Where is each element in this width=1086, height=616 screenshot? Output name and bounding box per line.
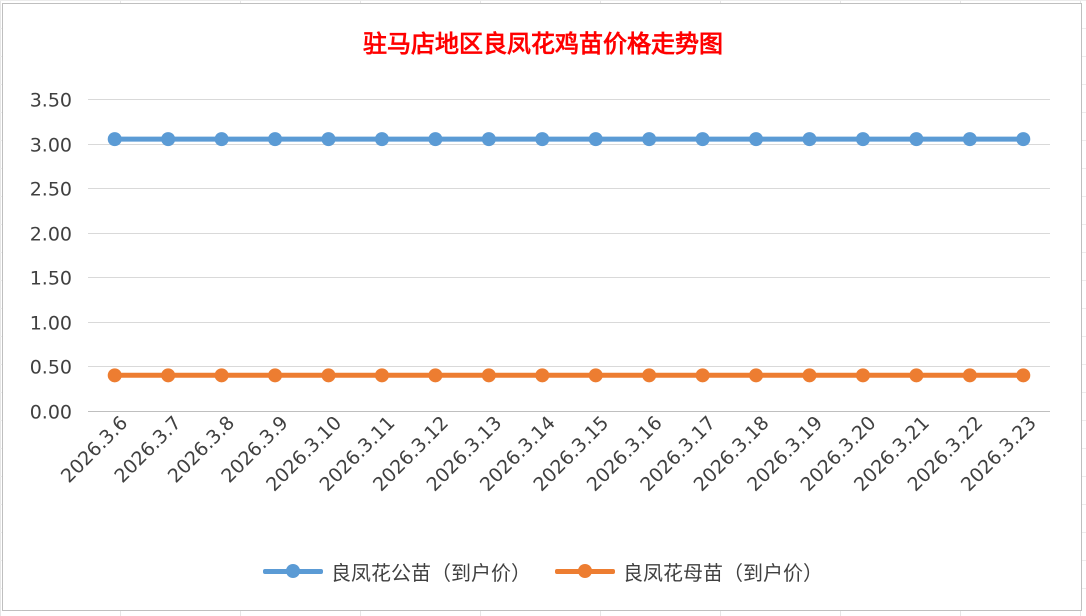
data-point (1016, 132, 1031, 147)
data-point (909, 132, 924, 147)
data-point (588, 368, 603, 383)
data-point (695, 368, 710, 383)
data-point (855, 132, 870, 147)
data-point (481, 368, 496, 383)
chart-title: 驻马店地区良凤花鸡苗价格走势图 (363, 29, 723, 58)
legend-swatch-male (263, 561, 323, 581)
data-point (749, 368, 764, 383)
data-point (161, 132, 176, 147)
data-point (962, 368, 977, 383)
data-point (642, 132, 657, 147)
legend-swatch-female (555, 561, 615, 581)
data-point (321, 132, 336, 147)
data-point (161, 368, 176, 383)
data-point (642, 368, 657, 383)
data-point (374, 368, 389, 383)
data-point (374, 132, 389, 147)
data-point (802, 368, 817, 383)
legend-label-female: 良凤花母苗（到户价） (623, 560, 823, 585)
legend: 良凤花公苗（到户价） 良凤花母苗（到户价） (0, 556, 1086, 586)
data-point (909, 368, 924, 383)
data-point (107, 132, 122, 147)
data-point (268, 132, 283, 147)
chart-area (2, 3, 1082, 611)
y-tick-label: 2.00 (30, 224, 72, 246)
data-point (321, 368, 336, 383)
data-point (588, 132, 603, 147)
data-point (749, 132, 764, 147)
y-tick-label: 3.50 (30, 90, 72, 112)
legend-label-male: 良凤花公苗（到户价） (331, 560, 531, 585)
data-point (428, 368, 443, 383)
data-point (214, 368, 229, 383)
data-point (481, 132, 496, 147)
legend-item-male: 良凤花公苗（到户价） (263, 557, 531, 586)
legend-item-female: 良凤花母苗（到户价） (555, 557, 823, 586)
data-point (962, 132, 977, 147)
y-tick-label: 1.50 (30, 268, 72, 290)
data-point (268, 368, 283, 383)
data-point (107, 368, 122, 383)
series-1 (107, 368, 1031, 383)
y-tick-label: 0.00 (30, 402, 72, 424)
data-point (855, 368, 870, 383)
data-point (535, 132, 550, 147)
y-tick-label: 2.50 (30, 179, 72, 201)
y-tick-label: 1.00 (30, 313, 72, 335)
data-point (695, 132, 710, 147)
series-0 (107, 132, 1031, 147)
data-point (1016, 368, 1031, 383)
data-point (802, 132, 817, 147)
data-point (214, 132, 229, 147)
y-tick-label: 0.50 (30, 357, 72, 379)
data-point (535, 368, 550, 383)
data-point (428, 132, 443, 147)
y-tick-label: 3.00 (30, 135, 72, 157)
